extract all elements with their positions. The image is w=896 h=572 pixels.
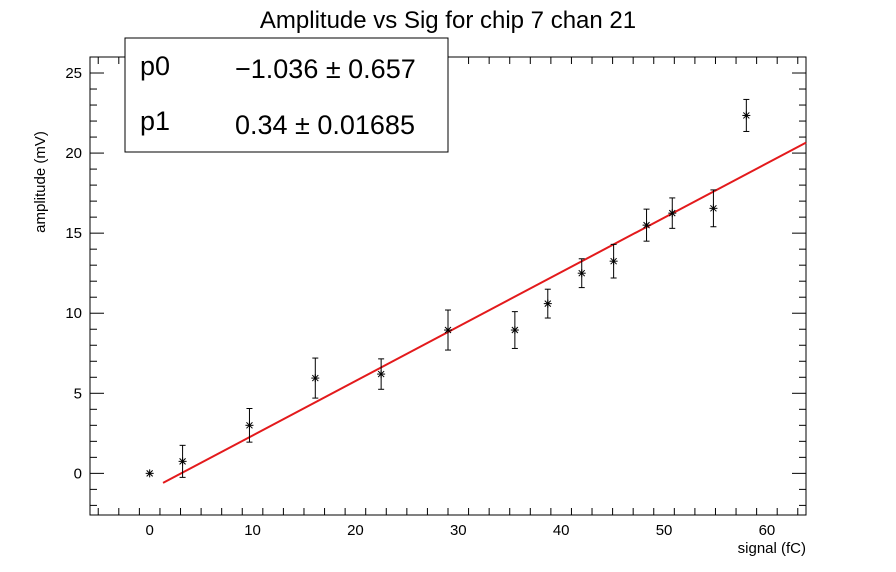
data-point (178, 444, 187, 478)
x-tick-label: 10 (244, 522, 261, 539)
data-point (245, 408, 254, 443)
x-tick-label: 30 (450, 522, 467, 539)
marker-stroke (710, 204, 717, 212)
stats-p0-name: p0 (140, 51, 170, 81)
y-tick-label: 5 (74, 385, 82, 402)
y-tick-label: 20 (65, 145, 82, 162)
tick-labels: 0 10 20 30 40 50 60 0 5 10 15 20 25 (65, 65, 775, 539)
marker-stroke (146, 470, 154, 477)
marker-stroke (444, 326, 452, 334)
data-point (642, 208, 651, 242)
data-point (145, 469, 154, 478)
marker-stroke (742, 112, 750, 119)
marker-stroke (311, 374, 319, 382)
y-tick-label: 10 (65, 305, 82, 322)
marker-stroke (643, 221, 650, 229)
marker-stroke (179, 457, 186, 465)
fit-line-group (162, 141, 807, 484)
marker-stroke (578, 269, 586, 277)
marker-stroke (544, 300, 552, 307)
x-tick-label: 50 (656, 522, 673, 539)
stats-p1-name: p1 (140, 106, 170, 136)
data-point (609, 243, 618, 279)
y-tick-label: 15 (65, 225, 82, 242)
x-axis-title: signal (fC) (738, 540, 806, 557)
marker-stroke (668, 209, 676, 217)
x-tick-label: 0 (145, 522, 153, 539)
data-point (377, 358, 386, 390)
marker-stroke (246, 421, 253, 429)
data-point (510, 311, 519, 349)
data-point (742, 98, 751, 132)
data-point (709, 189, 718, 228)
chart-title: Amplitude vs Sig for chip 7 chan 21 (260, 7, 636, 34)
x-tick-label: 60 (759, 522, 776, 539)
data-point (311, 357, 320, 399)
data-point (543, 288, 552, 319)
fit-line (162, 141, 807, 484)
stats-box-frame (124, 37, 449, 153)
x-tick-label: 40 (553, 522, 570, 539)
y-axis-title: amplitude (mV) (32, 131, 49, 233)
stats-p0-value: −1.036 ± 0.657 (235, 54, 416, 84)
data-points (145, 98, 751, 478)
fit-stats-box: p0 −1.036 ± 0.657 p1 0.34 ± 0.01685 (124, 37, 449, 153)
data-point (444, 309, 452, 351)
marker-stroke (511, 326, 519, 334)
y-tick-label: 25 (65, 65, 82, 82)
marker-stroke (377, 370, 385, 378)
y-tick-label: 0 (74, 465, 82, 482)
data-point (668, 197, 677, 229)
marker-stroke (610, 257, 617, 265)
x-tick-label: 20 (347, 522, 364, 539)
data-point (577, 258, 586, 289)
stats-p1-value: 0.34 ± 0.01685 (235, 110, 415, 140)
